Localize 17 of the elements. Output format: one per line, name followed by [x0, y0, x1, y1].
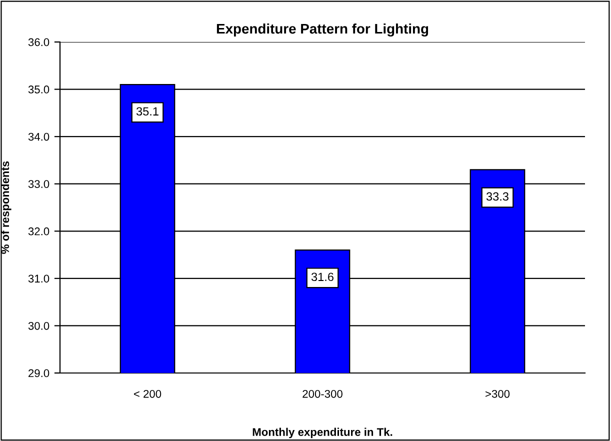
y-tick-label: 31.0 — [28, 274, 50, 283]
chart-title: Expenditure Pattern for Lighting — [216, 23, 428, 37]
y-tick-label: 36.0 — [28, 38, 50, 46]
y-tick-label: 35.0 — [28, 86, 50, 94]
x-tick-label: < 200 — [134, 390, 162, 398]
x-axis-title: Monthly expenditure in Tk. — [252, 428, 392, 438]
y-tick-label: 33.0 — [28, 180, 50, 188]
data-label: 31.6 — [311, 272, 334, 282]
y-tick-label: 29.0 — [28, 369, 50, 378]
x-tick-label: >300 — [486, 390, 510, 398]
x-tick-label: 200-300 — [302, 390, 342, 398]
y-axis-title: % of respondents — [0, 161, 12, 254]
y-tick-label: 32.0 — [28, 227, 50, 236]
y-tick-label: 34.0 — [28, 132, 50, 141]
y-tick-label: 30.0 — [28, 322, 50, 330]
data-label: 35.1 — [136, 107, 158, 116]
data-label: 33.3 — [486, 192, 508, 201]
